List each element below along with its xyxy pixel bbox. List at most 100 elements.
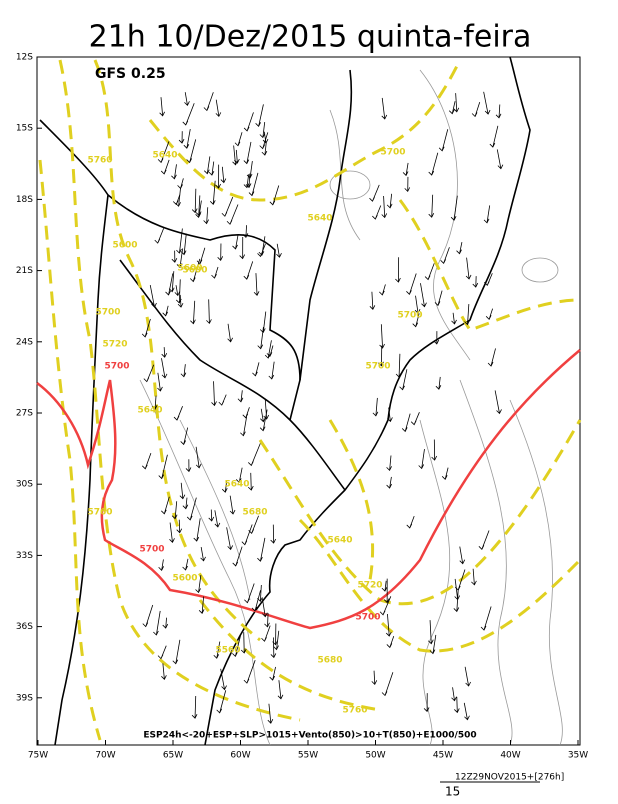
lon-label: 75W: [28, 751, 48, 761]
wind-arrow: [157, 645, 167, 660]
contour-label: 5700: [355, 613, 380, 623]
wind-arrow: [269, 185, 280, 206]
wind-arrow: [412, 313, 420, 328]
wind-arrow: [464, 666, 471, 687]
wind-arrow: [157, 372, 163, 392]
contour-5700: [36, 349, 581, 630]
wind-arrow: [198, 596, 205, 615]
wind-arrow: [273, 630, 280, 651]
model-label: GFS 0.25: [95, 66, 166, 82]
wind-arrow: [227, 323, 233, 343]
wind-arrow: [180, 427, 189, 446]
wind-arrow: [206, 299, 212, 325]
wind-arrow: [262, 131, 269, 144]
wind-arrow: [386, 455, 392, 472]
wind-arrow: [208, 161, 215, 176]
wind-arrow: [495, 104, 502, 119]
wind-arrow: [440, 247, 450, 264]
lat-label: 39S: [16, 693, 33, 703]
contour-label: 5760: [342, 706, 367, 716]
wind-arrow: [369, 184, 380, 202]
wind-arrow: [463, 702, 470, 721]
wind-arrow: [483, 91, 491, 115]
wind-arrow: [232, 235, 239, 250]
wind-arrow: [453, 589, 460, 613]
wind-arrow: [226, 204, 239, 225]
wind-arrow: [386, 193, 393, 209]
contour-label: 5700: [397, 311, 422, 321]
wind-arrow: [195, 446, 202, 469]
wind-arrow: [418, 449, 425, 470]
lat-label: 21S: [16, 266, 33, 276]
wind-arrow: [429, 634, 437, 655]
legend-line: ESP24h<-20+ESP+SLP>1015+Vento(850)>10+T(…: [143, 731, 476, 741]
wind-arrow: [423, 693, 430, 713]
wind-arrow: [369, 291, 376, 310]
wind-arrow: [383, 578, 390, 604]
wind-arrow: [215, 99, 222, 118]
wind-arrow: [186, 497, 197, 521]
contour-label: 5700: [139, 545, 164, 555]
wind-arrow: [434, 290, 443, 307]
wind-arrow: [387, 407, 393, 423]
wind-arrow: [182, 103, 195, 126]
wind-arrow: [178, 131, 185, 144]
wind-arrow: [162, 305, 169, 317]
wind-arrow: [401, 413, 411, 433]
wind-arrow: [454, 696, 460, 714]
wind-arrow: [248, 443, 261, 467]
wind-arrow: [153, 610, 161, 636]
lon-label: 60W: [230, 751, 250, 761]
wind-arrow: [193, 518, 201, 542]
contour-label: 5640: [307, 214, 332, 224]
wind-arrow: [248, 172, 259, 197]
wind-arrow: [141, 318, 151, 338]
wind-arrow: [247, 472, 254, 491]
wind-arrow: [257, 243, 266, 258]
wind-arrow: [459, 546, 466, 565]
wind-arrow: [200, 547, 206, 562]
wind-arrow: [216, 690, 227, 714]
wind-arrow: [381, 672, 394, 697]
wind-arrow: [161, 358, 168, 379]
wind-arrow: [385, 613, 392, 637]
wind-arrow: [260, 408, 266, 423]
wind-arrow: [379, 596, 392, 616]
lat-label: 18S: [16, 195, 33, 205]
contour-label: 5640: [224, 480, 249, 490]
wind-arrow: [240, 416, 248, 437]
wind-arrow: [243, 261, 254, 280]
wind-arrow: [171, 250, 178, 263]
wind-arrow: [431, 439, 438, 461]
contour-label: 5640: [152, 151, 177, 161]
wind-arrow: [217, 243, 224, 261]
wind-arrow: [257, 537, 266, 562]
wind-arrow: [483, 205, 491, 224]
wind-arrow: [149, 285, 157, 308]
wind-arrow: [435, 376, 442, 390]
wind-arrow: [420, 283, 427, 308]
wind-arrow: [168, 271, 175, 293]
contour-label: 5600: [177, 264, 202, 274]
wind-arrow: [186, 139, 197, 164]
wind-arrow: [195, 575, 202, 594]
wind-arrow: [176, 279, 182, 304]
wind-arrow: [242, 225, 249, 239]
wind-arrow: [386, 476, 392, 489]
wind-arrow: [471, 102, 481, 118]
wind-arrow: [180, 364, 187, 378]
wind-arrow: [241, 524, 253, 546]
wind-arrow: [176, 248, 184, 269]
wind-arrow: [378, 345, 384, 367]
wind-arrow: [182, 497, 189, 510]
wind-arrow: [252, 362, 260, 377]
wind-arrow: [221, 480, 228, 493]
wind-arrow: [381, 580, 388, 592]
wind-arrow: [176, 519, 183, 534]
lon-label: 70W: [95, 751, 115, 761]
wind-arrow: [406, 273, 417, 295]
wind-arrow: [161, 347, 168, 358]
wind-arrow: [171, 164, 177, 180]
wind-arrow: [264, 613, 270, 628]
wind-arrow: [261, 142, 268, 156]
